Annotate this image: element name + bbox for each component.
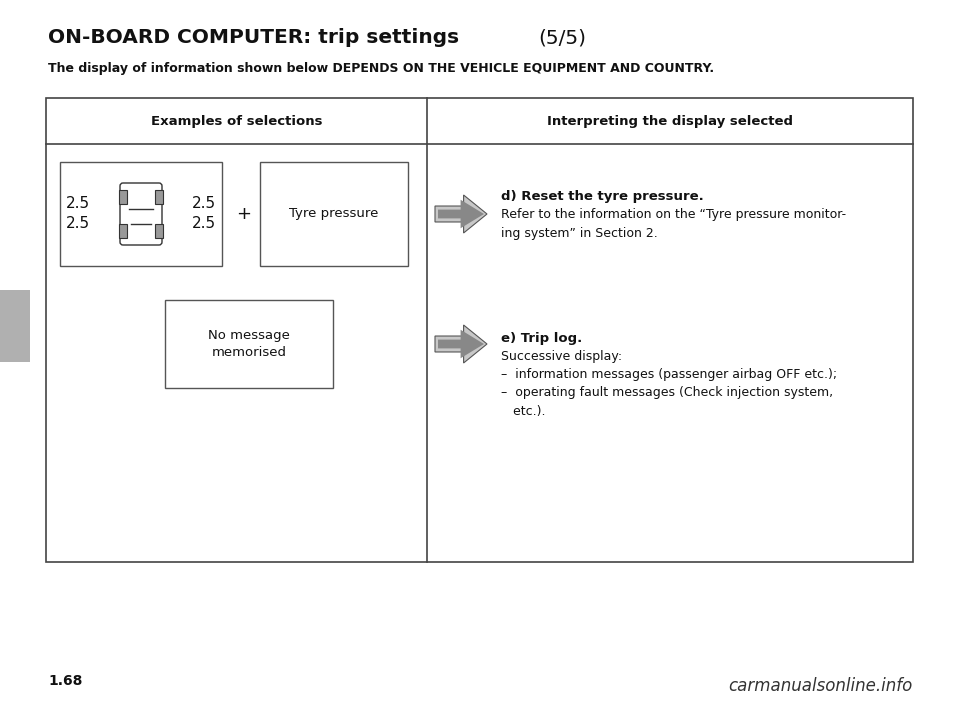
Text: Refer to the information on the “Tyre pressure monitor-
ing system” in Section 2: Refer to the information on the “Tyre pr…	[501, 208, 846, 239]
Text: Examples of selections: Examples of selections	[151, 114, 323, 128]
Text: –  information messages (passenger airbag OFF etc.);: – information messages (passenger airbag…	[501, 368, 837, 381]
Text: 2.5: 2.5	[192, 217, 216, 231]
Text: The display of information shown below DEPENDS ON THE VEHICLE EQUIPMENT AND COUN: The display of information shown below D…	[48, 62, 714, 75]
Bar	[46, 98, 913, 562]
Bar	[60, 162, 222, 266]
Polygon shape	[438, 329, 484, 359]
Text: (5/5): (5/5)	[538, 28, 586, 47]
Text: 1.68: 1.68	[48, 674, 83, 688]
Text: ON-BOARD COMPUTER: trip settings: ON-BOARD COMPUTER: trip settings	[48, 28, 459, 47]
Text: Interpreting the display selected: Interpreting the display selected	[547, 114, 793, 128]
Polygon shape	[435, 325, 487, 363]
Text: 2.5: 2.5	[66, 197, 90, 212]
Bar	[0, 290, 30, 362]
Text: e) Trip log.: e) Trip log.	[501, 332, 583, 345]
Bar	[119, 224, 127, 238]
Text: Successive display:: Successive display:	[501, 350, 622, 363]
Bar	[119, 190, 127, 204]
FancyBboxPatch shape	[120, 183, 162, 245]
Text: Tyre pressure: Tyre pressure	[289, 207, 378, 221]
Polygon shape	[435, 195, 487, 233]
Bar	[165, 300, 333, 388]
Bar	[260, 162, 408, 266]
Text: carmanualsonline.info: carmanualsonline.info	[728, 677, 912, 695]
Text: +: +	[236, 205, 252, 223]
Text: d) Reset the tyre pressure.: d) Reset the tyre pressure.	[501, 190, 704, 203]
Text: 2.5: 2.5	[192, 197, 216, 212]
Text: –  operating fault messages (Check injection system,
   etc.).: – operating fault messages (Check inject…	[501, 386, 833, 417]
Bar	[155, 190, 163, 204]
Text: 2.5: 2.5	[66, 217, 90, 231]
Text: No message
memorised: No message memorised	[208, 329, 290, 359]
Polygon shape	[438, 200, 484, 228]
Bar	[155, 224, 163, 238]
